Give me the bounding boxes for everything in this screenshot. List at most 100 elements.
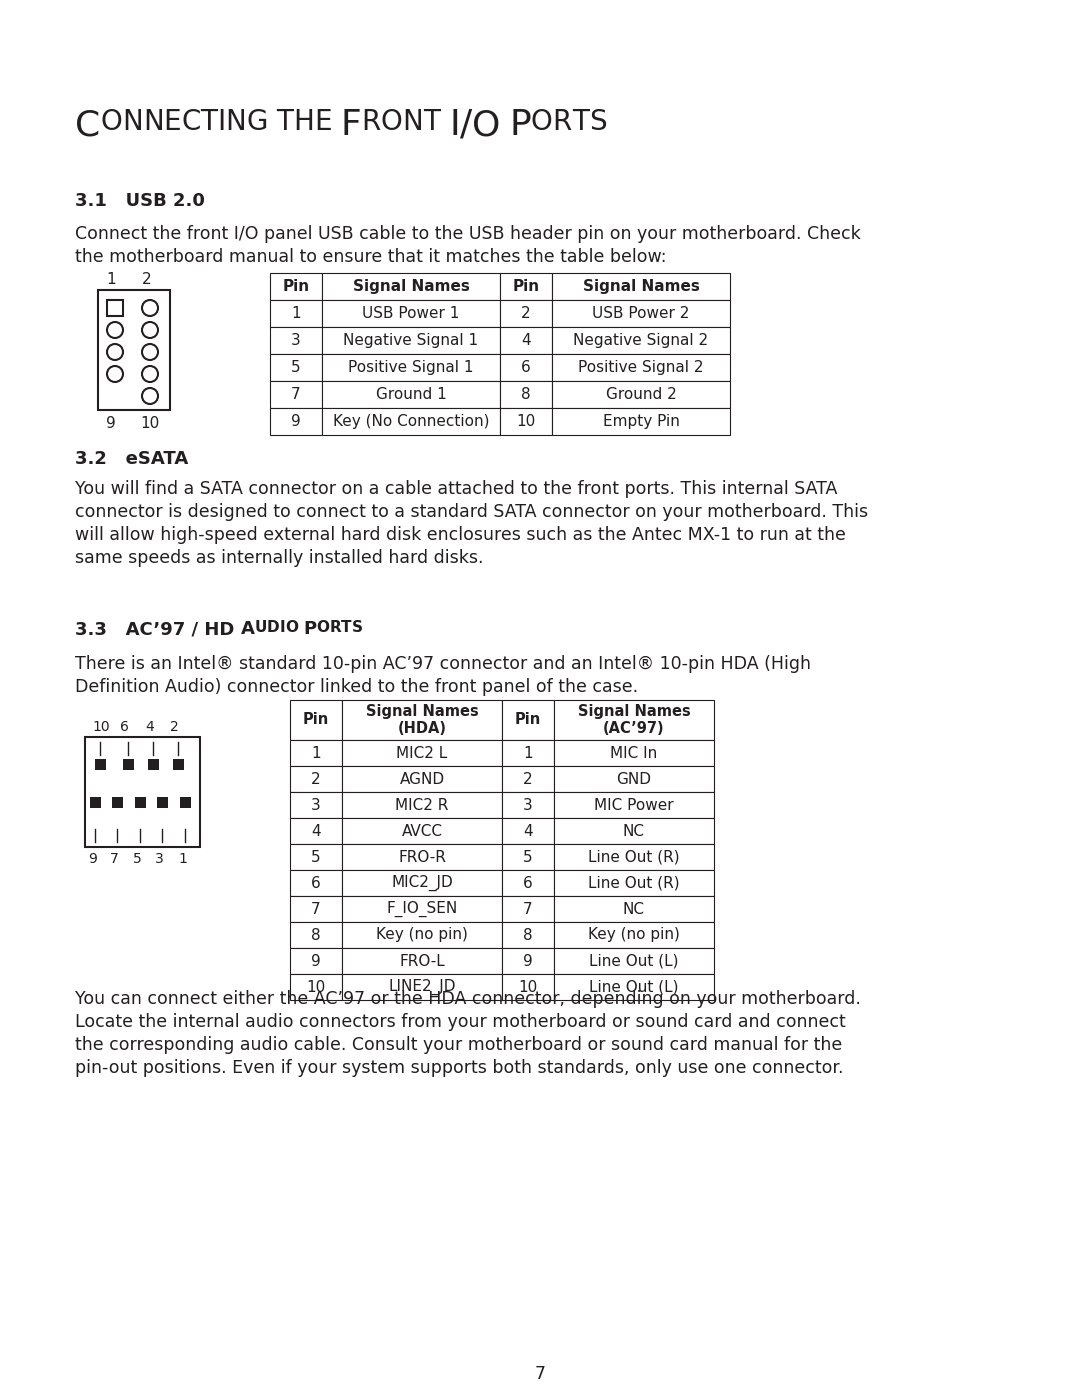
Text: NC: NC [623, 901, 645, 916]
Text: T: T [341, 620, 352, 636]
Text: 2: 2 [170, 719, 179, 733]
Text: 3.3   AC’97 / HD: 3.3 AC’97 / HD [75, 620, 241, 638]
Text: C: C [75, 108, 100, 142]
Text: 8: 8 [522, 387, 530, 402]
Text: 2: 2 [311, 771, 321, 787]
Text: MIC In: MIC In [610, 746, 658, 760]
Text: 6: 6 [523, 876, 532, 890]
Bar [322, 327, 500, 353]
Bar [322, 272, 500, 300]
Text: 4: 4 [522, 332, 530, 348]
Text: 6: 6 [522, 360, 531, 374]
Text: You can connect either the AC’97 or the HDA connector, depending on your motherb: You can connect either the AC’97 or the … [75, 990, 861, 1009]
Bar [342, 895, 502, 922]
Text: MIC2 L: MIC2 L [396, 746, 447, 760]
Text: R: R [553, 108, 572, 136]
Bar [342, 949, 502, 974]
Bar [342, 844, 502, 870]
Bar [322, 381, 500, 408]
Text: Locate the internal audio connectors from your motherboard or sound card and con: Locate the internal audio connectors fro… [75, 1013, 846, 1031]
Text: pin-out positions. Even if your system supports both standards, only use one con: pin-out positions. Even if your system s… [75, 1059, 843, 1077]
Text: Positive Signal 2: Positive Signal 2 [578, 360, 704, 374]
Bar [322, 300, 500, 327]
Bar [270, 327, 322, 353]
Bar [291, 792, 342, 819]
Text: N: N [226, 108, 246, 136]
Bar [270, 381, 322, 408]
Bar [322, 353, 500, 381]
Text: MIC2_JD: MIC2_JD [391, 875, 453, 891]
Bar [502, 895, 554, 922]
Text: Signal Names
(HDA): Signal Names (HDA) [366, 704, 478, 736]
Text: USB Power 1: USB Power 1 [362, 306, 460, 321]
Bar [342, 974, 502, 1000]
Bar [554, 949, 714, 974]
Text: 9: 9 [106, 416, 116, 432]
Bar [554, 740, 714, 766]
Text: AVCC: AVCC [402, 823, 443, 838]
Bar [270, 408, 322, 434]
Text: 7: 7 [311, 901, 321, 916]
Text: will allow high-speed external hard disk enclosures such as the Antec MX-1 to ru: will allow high-speed external hard disk… [75, 527, 846, 543]
Text: 7: 7 [523, 901, 532, 916]
Bar [291, 766, 342, 792]
Bar [502, 922, 554, 949]
Text: O: O [285, 620, 298, 636]
Bar [554, 974, 714, 1000]
Text: 6: 6 [311, 876, 321, 890]
Text: N: N [403, 108, 423, 136]
Text: 8: 8 [523, 928, 532, 943]
Text: MIC2 R: MIC2 R [395, 798, 448, 813]
Text: I: I [449, 108, 460, 142]
Text: 7: 7 [535, 1365, 545, 1383]
Text: 6: 6 [120, 719, 129, 733]
Text: U: U [255, 620, 267, 636]
Bar [173, 759, 184, 770]
Bar [502, 792, 554, 819]
Text: Negative Signal 2: Negative Signal 2 [573, 332, 708, 348]
Text: F: F [341, 108, 362, 142]
Text: the motherboard manual to ensure that it matches the table below:: the motherboard manual to ensure that it… [75, 249, 666, 265]
Bar [552, 327, 730, 353]
Text: E: E [314, 108, 332, 136]
Bar [342, 740, 502, 766]
Bar [500, 353, 552, 381]
Bar [322, 408, 500, 434]
Bar [552, 300, 730, 327]
Bar [112, 798, 123, 807]
Text: C: C [181, 108, 201, 136]
Text: /: / [460, 108, 472, 142]
Text: 10: 10 [307, 979, 326, 995]
Text: 5: 5 [311, 849, 321, 865]
Text: F_IO_SEN: F_IO_SEN [387, 901, 458, 916]
Text: G: G [246, 108, 268, 136]
Text: O: O [381, 108, 403, 136]
Text: 9: 9 [87, 852, 97, 866]
Text: Key (No Connection): Key (No Connection) [333, 414, 489, 429]
Text: 10: 10 [518, 979, 538, 995]
Bar [554, 766, 714, 792]
Bar [500, 300, 552, 327]
Text: 3.1   USB 2.0: 3.1 USB 2.0 [75, 191, 205, 210]
Bar [554, 700, 714, 740]
Text: O: O [531, 108, 553, 136]
Text: Negative Signal 1: Negative Signal 1 [343, 332, 478, 348]
Text: Pin: Pin [515, 712, 541, 728]
Bar [157, 798, 168, 807]
Text: N: N [143, 108, 163, 136]
Text: O: O [472, 108, 500, 142]
Bar [502, 844, 554, 870]
Bar [342, 870, 502, 895]
Bar [270, 353, 322, 381]
Bar [500, 272, 552, 300]
Text: Connect the front I/O panel USB cable to the USB header pin on your motherboard.: Connect the front I/O panel USB cable to… [75, 225, 861, 243]
Bar [123, 759, 134, 770]
Text: 3: 3 [156, 852, 164, 866]
Text: connector is designed to connect to a standard SATA connector on your motherboar: connector is designed to connect to a st… [75, 503, 868, 521]
Text: 5: 5 [523, 849, 532, 865]
Text: P: P [509, 108, 531, 142]
Text: D: D [267, 620, 280, 636]
Text: T: T [276, 108, 294, 136]
Text: 9: 9 [292, 414, 301, 429]
Bar [554, 922, 714, 949]
